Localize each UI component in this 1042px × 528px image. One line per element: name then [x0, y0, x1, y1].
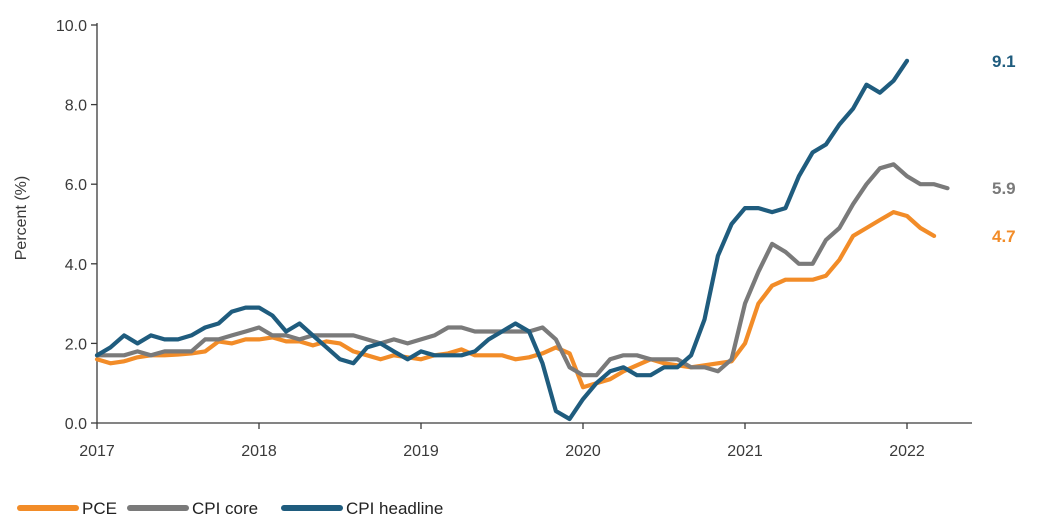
legend-label-cpi-headline: CPI headline — [346, 499, 443, 518]
end-label-cpi-headline: 9.1 — [992, 52, 1016, 71]
end-label-pce: 4.7 — [992, 227, 1016, 246]
series-line-pce — [94, 210, 937, 390]
legend-label-cpi-core: CPI core — [192, 499, 258, 518]
series-line-cpi-headline — [94, 58, 910, 422]
y-tick-label: 2.0 — [65, 336, 87, 353]
y-axis: 0.0 2.0 4.0 6.0 8.0 10.0 — [56, 18, 98, 433]
x-tick-label: 2022 — [889, 443, 925, 460]
x-tick-label: 2017 — [79, 443, 115, 460]
end-label-cpi-core: 5.9 — [992, 179, 1016, 198]
legend: PCE CPI core CPI headline — [17, 499, 443, 518]
legend-label-pce: PCE — [82, 499, 117, 518]
y-tick-label: 8.0 — [65, 98, 87, 115]
end-labels: 4.7 5.9 9.1 — [992, 52, 1016, 246]
x-tick-label: 2020 — [565, 443, 601, 460]
y-tick-label: 6.0 — [65, 177, 87, 194]
y-tick-label: 0.0 — [65, 416, 87, 433]
x-axis: 2017 2018 2019 2020 2021 2022 — [79, 422, 972, 460]
y-tick-label: 4.0 — [65, 257, 87, 274]
x-tick-label: 2019 — [403, 443, 439, 460]
x-tick-label: 2018 — [241, 443, 277, 460]
y-tick-label: 10.0 — [56, 18, 87, 35]
series-line-cpi-core — [94, 162, 950, 378]
series-layer — [94, 58, 950, 422]
x-tick-label: 2021 — [727, 443, 763, 460]
y-axis-label: Percent (%) — [13, 176, 30, 260]
